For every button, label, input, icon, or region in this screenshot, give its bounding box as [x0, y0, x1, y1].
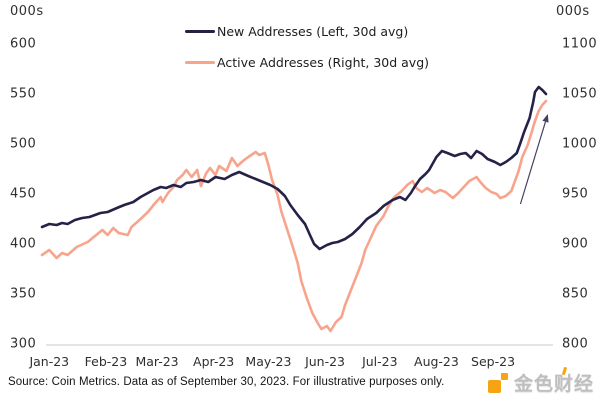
left-axis-tick-label: 550	[10, 87, 36, 102]
jinse-finance-logo: 金色财经	[487, 366, 594, 396]
x-axis-tick-label: Jan-23	[28, 354, 69, 369]
right-axis-tick-label: 850	[562, 287, 588, 302]
left-axis-tick-label: 350	[10, 287, 36, 302]
x-axis-tick-label: May-23	[245, 354, 291, 369]
left-axis-unit-label: 000s	[10, 4, 44, 19]
x-axis-tick-label: Apr-23	[193, 354, 234, 369]
right-axis-tick-label: 1100	[562, 37, 597, 52]
jinse-logo-text: 金色财经	[514, 366, 594, 396]
x-axis-tick-label: Sep-23	[471, 354, 515, 369]
right-axis-unit-label: 000s	[556, 4, 590, 19]
left-axis-tick-label: 600	[10, 37, 36, 52]
legend-item-new-addresses: New Addresses (Left, 30d avg)	[185, 23, 429, 39]
right-axis-tick-label: 1000	[562, 137, 597, 152]
trend-arrow	[519, 121, 547, 205]
right-axis-tick-label: 950	[562, 187, 588, 202]
active-addresses-line-swatch	[185, 60, 215, 64]
right-axis-tick-label: 1050	[562, 87, 597, 102]
logo-orange-accent	[561, 366, 568, 376]
right-axis-tick-label: 900	[562, 237, 588, 252]
x-axis-tick-label: Aug-23	[414, 354, 459, 369]
legend: New Addresses (Left, 30d avg) Active Add…	[185, 24, 429, 86]
active-addresses-line	[40, 99, 548, 333]
x-axis-tick-label: Jul-23	[361, 354, 398, 369]
source-note: Source: Coin Metrics. Data as of Septemb…	[8, 376, 445, 388]
x-axis-tick-label: Jun-23	[304, 354, 345, 369]
left-axis-tick-label: 450	[10, 187, 36, 202]
legend-item-active-addresses: Active Addresses (Right, 30d avg)	[185, 54, 430, 70]
x-axis-tick-label: Mar-23	[135, 354, 178, 369]
legend-label: Active Addresses (Right, 30d avg)	[217, 54, 430, 70]
legend-label: New Addresses (Left, 30d avg)	[217, 23, 409, 39]
new-addresses-line-swatch	[185, 29, 215, 33]
left-axis-tick-label: 300	[10, 337, 36, 352]
jinse-logo-icon	[487, 372, 509, 393]
left-axis-tick-label: 400	[10, 237, 36, 252]
new-addresses-line	[40, 85, 548, 251]
x-axis-tick-label: Feb-23	[85, 354, 128, 369]
right-axis-tick-label: 800	[562, 337, 588, 352]
left-axis-tick-label: 500	[10, 137, 36, 152]
trend-arrow-head	[542, 114, 549, 123]
